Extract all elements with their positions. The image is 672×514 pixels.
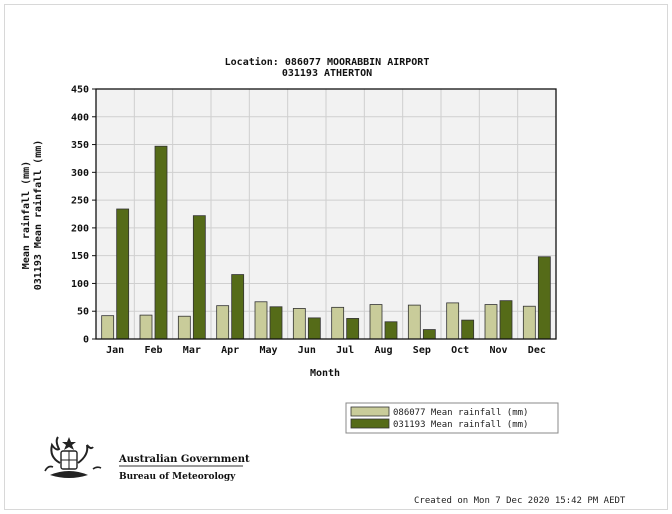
coat-of-arms-icon	[44, 436, 102, 478]
legend-swatch-series1	[350, 406, 390, 417]
bar-series2-nov	[499, 300, 513, 340]
bar-series1-jun	[292, 308, 306, 340]
bars-group	[101, 145, 551, 340]
bar-series2-jul	[346, 318, 360, 340]
x-tick-label: Oct	[451, 345, 469, 356]
y-tick-label: 150	[71, 251, 89, 262]
x-tick-label: Apr	[221, 345, 239, 356]
created-timestamp: Created on Mon 7 Dec 2020 15:42 PM AEDT	[414, 496, 626, 506]
bar-series1-apr	[216, 305, 230, 340]
logo-gov-name: Australian Government	[118, 454, 250, 465]
x-tick-labels: Jan Feb Mar Apr May Jun Jul Aug Sep Oct Nov Dec	[106, 345, 546, 356]
y-tick-label: 300	[71, 168, 89, 179]
bar-series2-feb	[154, 145, 168, 340]
y-axis-label-line1: Mean rainfall (mm)	[20, 161, 32, 269]
bar-series2-may	[269, 306, 283, 340]
x-tick-label: Mar	[183, 345, 201, 356]
x-axis-label: Month	[310, 368, 340, 379]
y-tick-label: 100	[71, 279, 89, 290]
bar-series1-oct	[446, 302, 460, 340]
chart-frame: Location: 086077 MOORABBIN AIRPORT 03119…	[4, 4, 668, 510]
bar-series2-apr	[231, 274, 245, 340]
bar-series2-mar	[192, 215, 206, 340]
bar-series2-dec	[537, 256, 551, 340]
logo-bureau-name: Bureau of Meteorology	[119, 472, 236, 482]
bar-series1-jan	[101, 315, 115, 340]
bar-series2-aug	[384, 321, 398, 340]
x-tick-label: Jan	[106, 345, 124, 356]
y-tick-label: 50	[77, 307, 89, 318]
chart-canvas: Location: 086077 MOORABBIN AIRPORT 03119…	[20, 56, 626, 506]
y-tick-label: 350	[71, 140, 89, 151]
bar-series1-mar	[177, 315, 191, 340]
x-tick-label: Jun	[298, 345, 316, 356]
australian-government-logo: Australian Government Bureau of Meteorol…	[44, 436, 250, 482]
bar-series1-dec	[522, 305, 536, 340]
bar-series2-sep	[422, 329, 436, 340]
y-tick-label: 450	[71, 85, 89, 96]
bar-series1-feb	[139, 314, 153, 340]
bar-series1-may	[254, 301, 268, 340]
y-tick-label: 250	[71, 196, 89, 207]
bar-series1-nov	[484, 304, 498, 340]
bar-series1-aug	[369, 304, 383, 340]
legend: 086077 Mean rainfall (mm) 031193 Mean ra…	[345, 402, 559, 434]
plot-border	[95, 88, 557, 340]
y-tick-label: 200	[71, 223, 89, 234]
x-tick-label: Feb	[144, 345, 162, 356]
x-tick-label: Jul	[336, 345, 354, 356]
x-tick-label: Dec	[528, 345, 546, 356]
bar-series1-sep	[407, 304, 421, 340]
bar-series2-jan	[116, 208, 130, 340]
grid-lines	[96, 89, 556, 339]
y-axis-label-line2: 031193 Mean rainfall (mm)	[32, 140, 44, 291]
bar-series1-jul	[331, 306, 345, 340]
bar-series2-jun	[307, 317, 321, 340]
legend-label-series1: 086077 Mean rainfall (mm)	[393, 408, 528, 418]
x-tick-label: Sep	[413, 345, 431, 356]
bar-series2-oct	[461, 319, 475, 340]
chart-title-line1: Location: 086077 MOORABBIN AIRPORT	[225, 56, 430, 68]
x-tick-label: May	[259, 345, 277, 356]
y-tick-label: 0	[83, 335, 89, 346]
y-tick-label: 400	[71, 112, 89, 123]
x-tick-label: Nov	[489, 345, 507, 356]
chart-title-line2: 031193 ATHERTON	[282, 68, 372, 79]
x-tick-label: Aug	[374, 345, 392, 356]
legend-label-series2: 031193 Mean rainfall (mm)	[393, 420, 528, 430]
y-tick-labels: 0 50 100 150 200 250 300 350 400 450	[71, 85, 96, 346]
legend-swatch-series2	[350, 418, 390, 429]
